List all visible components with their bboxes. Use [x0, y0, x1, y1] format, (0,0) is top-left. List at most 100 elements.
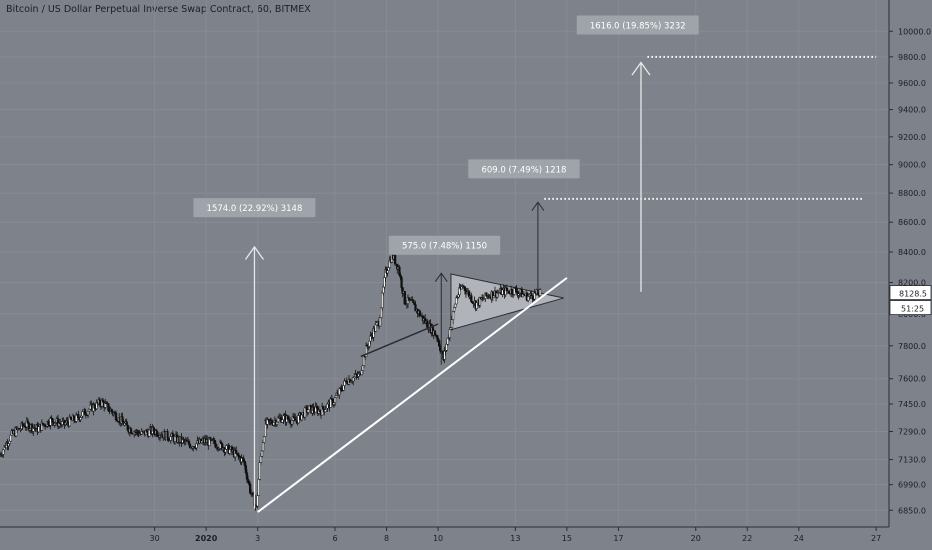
- candle-body: [243, 461, 246, 466]
- candle-body: [362, 356, 366, 366]
- candle-body: [81, 411, 84, 417]
- measure-label-box: [388, 235, 501, 255]
- candle-body: [334, 395, 338, 398]
- candle-body: [107, 403, 110, 411]
- candle-body: [260, 450, 264, 457]
- neckline: [360, 323, 439, 358]
- candle-body: [360, 370, 363, 375]
- candle-body: [457, 294, 460, 298]
- x-tick-label: 8: [384, 534, 389, 543]
- chart-title: Bitcoin / US Dollar Perpetual Inverse Sw…: [6, 4, 311, 15]
- candle-body: [262, 436, 266, 443]
- candle-body: [77, 414, 80, 418]
- candle-body: [47, 421, 50, 426]
- candle-body: [245, 472, 249, 480]
- y-tick-label: 8200.0: [898, 279, 926, 288]
- candle-body: [426, 320, 429, 328]
- y-tick-label: 9000.0: [898, 161, 926, 170]
- candle-body: [155, 430, 158, 436]
- measure-arrowhead: [631, 61, 651, 76]
- candle-body: [375, 322, 379, 326]
- x-tick-label: 20: [691, 534, 701, 543]
- y-tick-label: 7290.0: [898, 427, 926, 436]
- candle-body: [443, 350, 446, 360]
- candle-body: [382, 286, 385, 294]
- x-tick-label: 15: [562, 534, 572, 543]
- candle-body: [453, 306, 456, 312]
- candle-body: [129, 428, 133, 434]
- candle-body: [413, 302, 416, 305]
- candle-body: [83, 409, 86, 415]
- x-tick-label: 24: [794, 534, 804, 543]
- measure-label: 1616.0 (19.85%) 3232: [590, 21, 686, 31]
- candle-body: [463, 286, 467, 291]
- candle-body: [235, 450, 238, 454]
- candle-body: [306, 409, 310, 413]
- candle-body: [61, 421, 64, 425]
- candle-body: [110, 408, 113, 412]
- candle-body: [308, 405, 311, 410]
- candle-body: [26, 420, 30, 424]
- y-tick-label: 9200.0: [898, 133, 926, 142]
- candle-body: [7, 443, 10, 447]
- y-tick-label: 6990.0: [898, 481, 926, 490]
- candle-body: [400, 276, 403, 288]
- candle-body: [454, 303, 457, 308]
- candle-body: [187, 440, 191, 445]
- candle-body: [326, 403, 329, 409]
- countdown-tag: [889, 300, 932, 315]
- candle-body: [446, 338, 449, 345]
- measure-arrowhead: [531, 201, 545, 211]
- countdown-label: 51:25: [901, 305, 924, 314]
- candle-body: [173, 436, 177, 442]
- candle-body: [383, 277, 386, 288]
- candle-body: [433, 330, 436, 336]
- candle-body: [393, 255, 397, 265]
- measure-arrowhead: [244, 245, 264, 260]
- candle-body: [125, 421, 128, 426]
- trend-line: [257, 277, 568, 513]
- y-tick-label: 10000.0: [898, 27, 931, 36]
- y-tick-label: 7600.0: [898, 375, 926, 384]
- candle-body: [49, 417, 52, 426]
- candle-body: [451, 311, 455, 321]
- measure-label: 609.0 (7.49%) 1218: [481, 165, 566, 175]
- candle-body: [501, 289, 504, 295]
- candle-body: [381, 292, 384, 309]
- measure-label: 1574.0 (22.92%) 3148: [207, 204, 303, 214]
- candle-body: [242, 458, 245, 462]
- x-tick-label: 17: [613, 534, 623, 543]
- candle-body: [505, 287, 508, 292]
- y-tick-label: 7130.0: [898, 456, 926, 465]
- y-tick-label: 9400.0: [898, 106, 926, 115]
- time-axis: [0, 527, 932, 550]
- candle-body: [275, 421, 279, 425]
- measure-label-box: [468, 159, 580, 179]
- candle-body: [51, 418, 54, 423]
- candle-body: [121, 416, 124, 422]
- candle-body: [527, 296, 530, 301]
- candle-body: [315, 406, 318, 409]
- candle-body: [530, 292, 533, 296]
- candle-body: [87, 408, 91, 412]
- y-tick-label: 7450.0: [898, 400, 926, 409]
- candle-body: [228, 449, 231, 454]
- candle-body: [79, 417, 82, 421]
- candle-body: [510, 288, 514, 294]
- candle-body: [69, 416, 73, 420]
- candle-body: [300, 414, 303, 421]
- candle-body: [166, 431, 169, 439]
- y-tick-label: 9800.0: [898, 53, 926, 62]
- measure-label-box: [193, 198, 316, 218]
- candle-body: [281, 419, 284, 423]
- candle-body: [368, 340, 371, 347]
- y-tick-label: 9600.0: [898, 79, 926, 88]
- candle-body: [98, 399, 102, 406]
- candle-body: [531, 295, 534, 300]
- candle-body: [322, 406, 325, 410]
- last-price-label: 8128.5: [899, 290, 927, 299]
- x-tick-label: 6: [332, 534, 337, 543]
- candle-body: [282, 415, 285, 421]
- measure-label: 575.0 (7.48%) 1150: [402, 242, 487, 252]
